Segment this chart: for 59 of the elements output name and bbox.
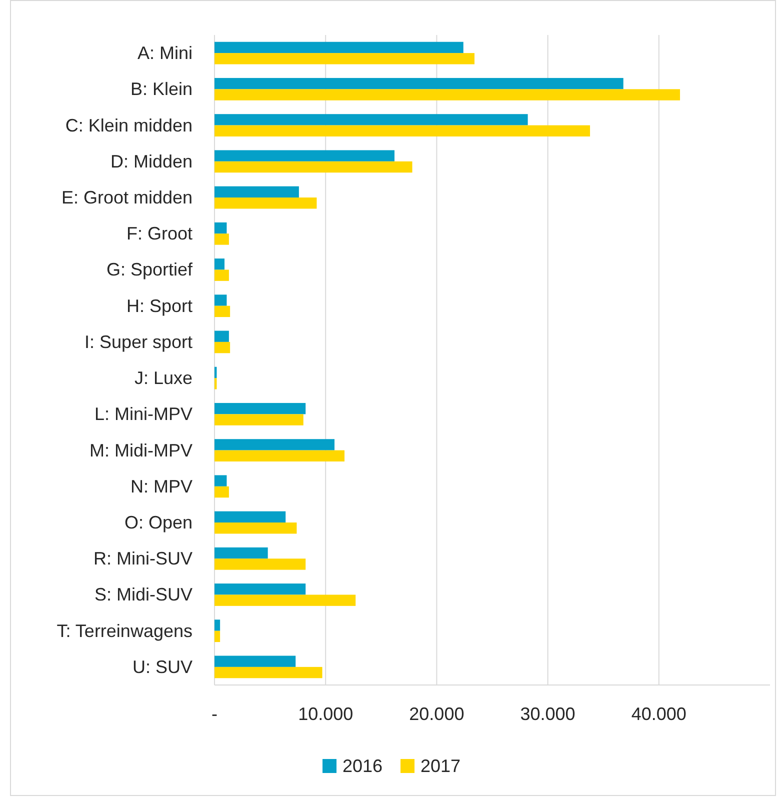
bar xyxy=(214,630,220,642)
y-tick-label: L: Mini-MPV xyxy=(94,404,192,424)
bar xyxy=(214,186,299,198)
legend-label: 2016 xyxy=(342,756,383,776)
bar xyxy=(214,42,464,54)
bar xyxy=(214,330,229,342)
bar xyxy=(214,114,528,126)
bar xyxy=(214,620,220,631)
bar xyxy=(214,161,412,173)
y-tick-label: M: Midi-MPV xyxy=(90,440,192,460)
y-tick-label: F: Groot xyxy=(126,224,192,244)
y-tick-label: E: Groot midden xyxy=(61,188,192,208)
y-tick-label: D: Midden xyxy=(110,151,192,172)
bar xyxy=(214,270,229,281)
bar xyxy=(214,558,306,570)
bar xyxy=(214,53,474,64)
legend-label: 2017 xyxy=(420,756,461,776)
bar xyxy=(214,150,394,162)
bar xyxy=(214,547,268,559)
x-tick-label: 40.000 xyxy=(631,704,686,724)
bar xyxy=(214,450,344,462)
y-tick-label: S: Midi-SUV xyxy=(94,584,192,605)
y-tick-label: B: Klein xyxy=(130,79,192,100)
y-tick-label: O: Open xyxy=(124,512,192,532)
y-tick-label: A: Mini xyxy=(137,43,192,64)
y-tick-label: R: Mini-SUV xyxy=(93,548,192,569)
bar xyxy=(214,439,334,450)
x-tick-label: 10.000 xyxy=(298,704,354,724)
bar xyxy=(214,666,322,678)
y-tick-label: G: Sportief xyxy=(106,260,194,280)
bar xyxy=(214,594,356,606)
bar xyxy=(214,78,624,90)
y-tick-label: T: Terreinwagens xyxy=(56,620,192,641)
x-tick-label: 30.000 xyxy=(520,704,576,724)
bar xyxy=(214,294,227,306)
bar xyxy=(214,486,229,498)
x-tick-label: - xyxy=(212,704,218,724)
x-tick-label: 20.000 xyxy=(409,704,464,724)
bar xyxy=(214,342,230,354)
bar xyxy=(214,125,590,136)
bar xyxy=(214,584,306,595)
y-tick-label: I: Super sport xyxy=(84,332,192,352)
bar xyxy=(214,306,230,318)
y-tick-label: H: Sport xyxy=(126,296,192,316)
bar xyxy=(214,222,227,234)
y-tick-label: N: MPV xyxy=(130,476,192,496)
bar xyxy=(214,656,296,667)
bar xyxy=(214,402,306,414)
bar xyxy=(214,522,297,534)
y-tick-label: C: Klein midden xyxy=(65,115,192,136)
bar xyxy=(214,234,229,245)
bar xyxy=(214,258,224,270)
y-tick-label: J: Luxe xyxy=(134,368,192,388)
bar xyxy=(214,414,304,426)
bar xyxy=(214,475,227,486)
y-tick-label: U: SUV xyxy=(132,656,192,677)
bar xyxy=(214,89,680,100)
bar xyxy=(214,198,317,209)
bar xyxy=(214,511,286,522)
